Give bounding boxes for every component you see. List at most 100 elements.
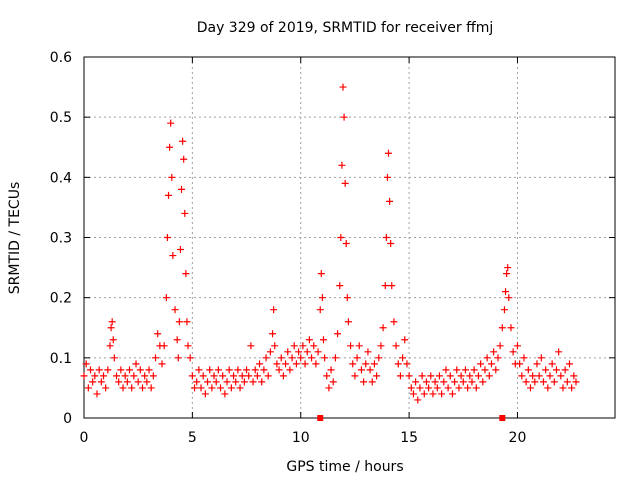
y-tick-label: 0.2	[50, 291, 72, 307]
data-point	[572, 378, 580, 386]
data-point	[119, 384, 127, 392]
data-point	[422, 378, 430, 386]
gap-marker	[317, 415, 324, 421]
y-tick-label: 0.6	[50, 50, 72, 66]
data-point	[286, 366, 294, 374]
data-point	[461, 366, 469, 374]
data-point	[171, 306, 179, 314]
data-point	[179, 137, 187, 145]
data-point	[282, 360, 290, 368]
data-point	[227, 384, 235, 392]
data-point	[134, 378, 142, 386]
data-point	[264, 372, 272, 380]
data-point	[548, 360, 556, 368]
data-point	[109, 336, 117, 344]
data-point	[279, 372, 287, 380]
data-point	[341, 179, 349, 187]
data-point	[176, 246, 184, 254]
data-point	[95, 366, 103, 374]
gap-marker	[499, 415, 506, 421]
data-point	[147, 384, 155, 392]
data-point	[84, 384, 92, 392]
data-point	[275, 366, 283, 374]
data-point	[377, 342, 385, 350]
data-point	[496, 342, 504, 350]
data-point	[232, 378, 240, 386]
data-point	[448, 390, 456, 398]
data-point	[183, 318, 191, 326]
data-point	[539, 378, 547, 386]
data-point	[270, 306, 278, 314]
data-point	[464, 384, 472, 392]
data-point	[253, 372, 261, 380]
data-point	[317, 270, 325, 278]
gap-markers	[317, 415, 506, 421]
data-point	[429, 390, 437, 398]
data-point	[570, 372, 578, 380]
data-point	[375, 354, 383, 362]
data-point	[468, 378, 476, 386]
x-axis-label: GPS time / hours	[286, 459, 403, 475]
data-point	[115, 378, 123, 386]
data-point	[188, 372, 196, 380]
data-point	[136, 366, 144, 374]
data-point	[366, 366, 374, 374]
data-point	[337, 234, 345, 241]
data-point	[91, 372, 99, 380]
data-point	[186, 354, 194, 362]
data-point	[368, 378, 376, 386]
x-tick-label: 0	[80, 430, 89, 446]
data-point	[82, 360, 90, 368]
data-point	[387, 240, 395, 248]
y-tick-label: 0.5	[50, 110, 72, 126]
data-point	[388, 282, 396, 290]
data-point	[319, 336, 327, 344]
data-point	[89, 378, 97, 386]
data-point	[485, 372, 493, 380]
data-point	[559, 384, 567, 392]
data-point	[394, 360, 402, 368]
data-point	[339, 83, 347, 91]
data-point	[214, 366, 222, 374]
data-point	[141, 372, 149, 380]
data-point	[243, 366, 251, 374]
x-tick-label: 5	[188, 430, 197, 446]
y-tick-label: 0	[63, 411, 72, 427]
data-point	[208, 384, 216, 392]
data-point	[329, 378, 337, 386]
data-point	[392, 342, 400, 350]
data-point	[108, 318, 116, 326]
data-point	[483, 354, 491, 362]
data-point	[474, 372, 482, 380]
data-point	[425, 384, 433, 392]
data-point	[379, 324, 387, 332]
data-point	[152, 354, 160, 362]
data-point	[225, 366, 233, 374]
data-point	[479, 378, 487, 386]
data-point	[386, 197, 394, 205]
data-point	[563, 378, 571, 386]
data-point	[520, 354, 528, 362]
data-point	[407, 384, 415, 392]
data-point	[381, 282, 389, 290]
data-point	[370, 360, 378, 368]
data-point	[143, 378, 151, 386]
data-point	[412, 378, 420, 386]
data-point	[472, 384, 480, 392]
data-point	[245, 372, 253, 380]
data-point	[364, 348, 372, 356]
data-point	[444, 384, 452, 392]
data-point	[492, 366, 500, 374]
data-point	[128, 384, 136, 392]
data-point	[318, 294, 326, 302]
data-point	[552, 366, 560, 374]
data-point	[533, 360, 541, 368]
data-point	[154, 330, 162, 338]
data-point	[565, 360, 573, 368]
data-point	[314, 348, 322, 356]
data-point	[327, 366, 335, 374]
data-point	[312, 360, 320, 368]
data-point	[351, 372, 359, 380]
axis-tick-labels: 0 5 10 15 20 0 0.1 0.2 0.3 0.4 0.5 0.6	[50, 50, 527, 446]
